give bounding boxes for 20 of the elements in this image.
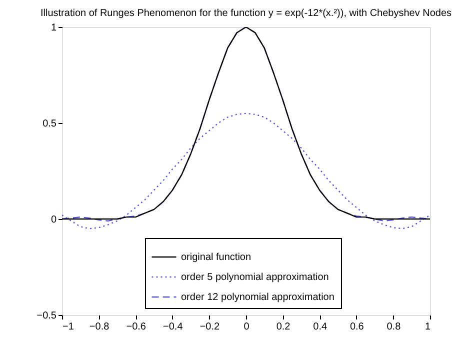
y-tick-label: 0.5 (42, 118, 57, 130)
x-tick-label: −0.6 (126, 322, 146, 332)
y-tick-label: −0.5 (36, 310, 57, 322)
x-tick-label: 0.6 (350, 322, 364, 332)
x-tick-label: −0.2 (200, 322, 220, 332)
x-tick-label: 0.8 (386, 322, 402, 332)
x-tick-label: −0.4 (163, 322, 184, 332)
x-tick-label: 0.4 (313, 322, 328, 332)
legend-label: original function (181, 252, 252, 263)
legend-label: order 5 polynomial approximation (181, 272, 329, 283)
y-tick-label: 1 (50, 22, 57, 34)
line-series (62, 112, 430, 230)
x-tick-label: 0 (244, 322, 250, 332)
x-tick-label: 0.2 (276, 322, 291, 332)
chart-title: Illustration of Runges Phenomenon for the function y = exp(-12*(x.²)), with Chebyshev Nodes (40, 8, 452, 19)
y-tick-label: 0 (50, 214, 57, 226)
x-tick-label: −0.8 (89, 322, 110, 332)
x-tick-label: 1 (424, 322, 431, 332)
x-tick-label: −1 (62, 322, 74, 332)
legend-label: order 12 polynomial approximation (181, 292, 334, 303)
